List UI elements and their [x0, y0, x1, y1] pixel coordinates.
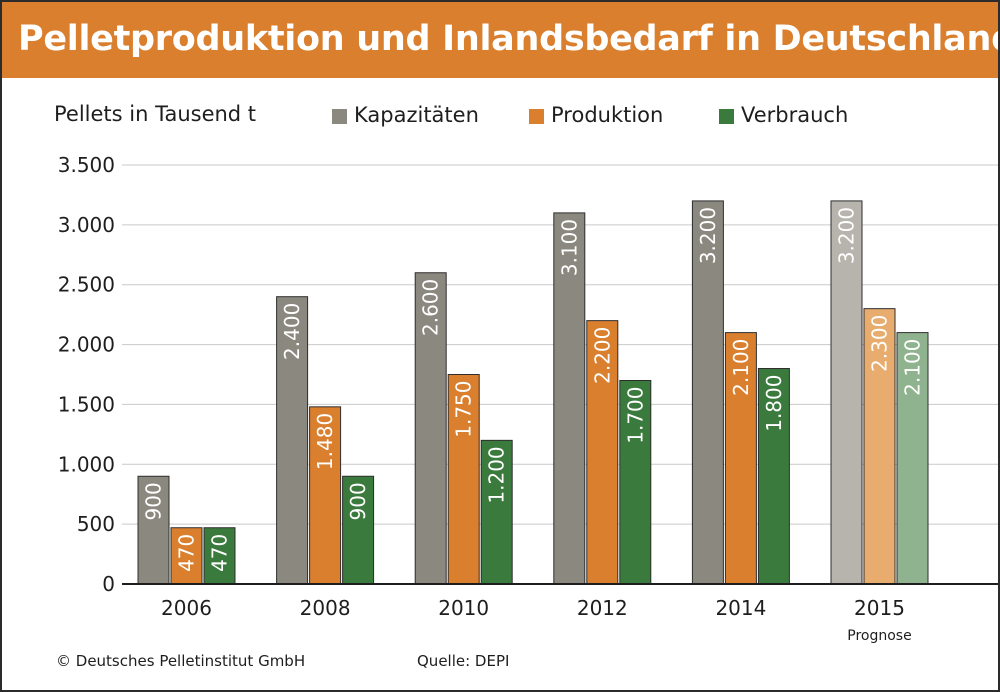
y-tick-label: 1.000: [58, 452, 115, 476]
legend-label-produktion: Produktion: [551, 103, 664, 127]
data-label-kapazitaeten: 2.600: [419, 279, 443, 336]
y-tick-label: 3.500: [58, 153, 115, 177]
data-label-verbrauch: 470: [208, 534, 232, 572]
data-label-produktion: 2.100: [729, 339, 753, 396]
bar-kapazitaeten-2008: [276, 296, 309, 585]
legend-label-kapazitaeten: Kapazitäten: [354, 103, 479, 127]
x-tick-label: 2008: [300, 596, 351, 620]
bar-produktion-2010: [447, 374, 480, 585]
bar-verbrauch-2012: [619, 379, 652, 585]
bar-kapazitaeten-2014: [691, 200, 724, 585]
chart-title: Pelletproduktion und Inlandsbedarf in De…: [18, 19, 1000, 59]
data-label-kapazitaeten: 3.100: [557, 219, 581, 276]
x-tick-label: 2015: [854, 596, 905, 620]
data-label-verbrauch: 900: [346, 482, 370, 520]
bar-produktion-2006: [170, 527, 203, 585]
bar-produktion-2012: [586, 320, 619, 585]
bar-kapazitaeten-2015: [830, 200, 863, 585]
legend-label-verbrauch: Verbrauch: [741, 103, 849, 127]
title-banner: Pelletproduktion und Inlandsbedarf in De…: [2, 2, 998, 78]
legend-swatch-produktion: [529, 109, 544, 124]
bar-verbrauch-2008: [342, 475, 375, 585]
legend-swatch-kapazitaeten: [332, 109, 347, 124]
data-label-kapazitaeten: 3.200: [835, 207, 859, 264]
bar-verbrauch-2010: [480, 439, 513, 585]
data-label-kapazitaeten: 900: [142, 482, 166, 520]
data-label-produktion: 2.200: [590, 327, 614, 384]
data-label-verbrauch: 1.200: [485, 446, 509, 503]
bar-verbrauch-2006: [203, 527, 236, 585]
data-label-produktion: 2.300: [868, 315, 892, 372]
x-tick-label: 2012: [577, 596, 628, 620]
copyright-note: © Deutsches Pelletinstitut GmbH: [56, 652, 306, 670]
legend-swatch-verbrauch: [719, 109, 734, 124]
y-tick-label: 3.000: [58, 213, 115, 237]
bar-produktion-2015: [863, 308, 896, 585]
data-label-produktion: 1.480: [313, 413, 337, 470]
data-label-verbrauch: 2.100: [901, 339, 925, 396]
bar-verbrauch-2015: [896, 332, 929, 585]
y-tick-label: 500: [77, 512, 115, 536]
y-tick-label: 0: [102, 572, 115, 596]
source-note: Quelle: DEPI: [417, 652, 510, 670]
bar-kapazitaeten-2012: [553, 212, 586, 585]
y-tick-label: 1.500: [58, 392, 115, 416]
data-label-verbrauch: 1.800: [762, 375, 786, 432]
x-tick-label: 2006: [161, 596, 212, 620]
y-tick-label: 2.000: [58, 333, 115, 357]
data-label-kapazitaeten: 2.400: [280, 303, 304, 360]
y-tick-label: 2.500: [58, 273, 115, 297]
data-label-kapazitaeten: 3.200: [696, 207, 720, 264]
data-label-produktion: 470: [175, 534, 199, 572]
x-tick-label: 2010: [438, 596, 489, 620]
category-note: Prognose: [847, 628, 911, 644]
bar-produktion-2008: [309, 406, 342, 585]
x-tick-label: 2014: [715, 596, 766, 620]
y-axis-label: Pellets in Tausend t: [54, 102, 257, 126]
data-label-produktion: 1.750: [452, 381, 476, 438]
data-label-verbrauch: 1.700: [623, 386, 647, 443]
bar-kapazitaeten-2006: [137, 475, 170, 585]
bar-produktion-2014: [724, 332, 757, 585]
